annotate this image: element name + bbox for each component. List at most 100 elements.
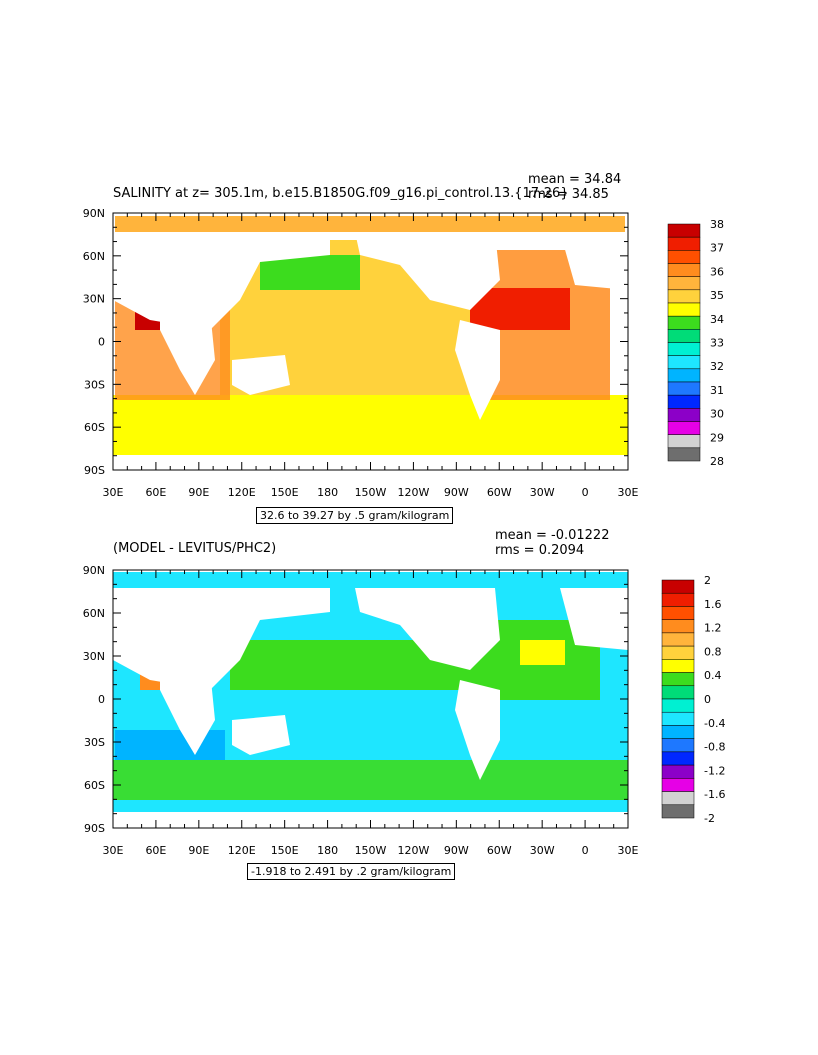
colorbar-label: 33 [710,337,724,350]
colorbar-label: 36 [710,265,724,278]
x-tick-label: 30E [618,486,639,499]
y-tick-label: 30N [83,293,105,306]
y-tick-label: 60S [84,779,105,792]
colorbar-swatch [661,764,695,779]
ocean-region-southern-ocean [113,760,628,800]
ocean-region-negative-indian [115,730,225,760]
mean-label: mean = -0.01222 [495,528,610,543]
ocean-region-gulfstream [520,640,565,665]
y-tick-label: 30S [84,736,105,749]
colorbar-swatch [661,698,695,713]
colorbar-label: -1.2 [704,764,725,777]
colorbar-swatch [661,738,695,753]
colorbar: 2 1.6 1.2 0.8 0.4 0 -0.4 -0.8 -1.2 -1.6 -2 [661,574,725,825]
continent-africa [160,300,215,395]
x-tick-label: 180 [317,844,338,857]
y-tick-label: 90N [83,207,105,220]
colorbar-label: 30 [710,408,724,421]
y-tick-label: 60S [84,421,105,434]
colorbar-label: -1.6 [704,788,725,801]
x-tick-label: 0 [582,486,589,499]
x-tick-label: 90E [188,844,209,857]
colorbar-swatch [661,672,695,687]
continent-australia [232,355,290,395]
y-tick-label: 90S [84,464,105,477]
mean-label: mean = 34.84 [528,172,622,187]
y-tick-label: 0 [98,693,105,706]
colorbar-label: 29 [710,431,724,444]
contour-range-label: -1.918 to 2.491 by .2 gram/kilogram [247,863,456,880]
colorbar-swatch [661,606,695,620]
colorbar-swatch [661,632,695,647]
colorbar-label: 1.2 [704,622,722,635]
x-tick-label: 90E [188,486,209,499]
colorbar-label: 1.6 [704,598,722,611]
continent-north-america [355,588,500,670]
x-tick-label: 30E [103,486,124,499]
x-tick-label: 120E [228,486,256,499]
colorbar-label: 0.8 [704,645,722,658]
colorbar-swatch [661,778,695,792]
x-tick-label: 90W [444,844,469,857]
colorbar-swatch [661,725,695,739]
plot-frame [112,569,629,829]
x-tick-label: 30E [618,844,639,857]
colorbar-swatch [661,804,695,819]
x-tick-label: 30W [530,486,555,499]
colorbar-label: 0 [704,693,711,706]
colorbar-swatch [661,619,695,634]
x-tick-label: 0 [582,844,589,857]
colorbar-label: 32 [710,360,724,373]
x-tick-label: 60E [145,844,166,857]
x-tick-label: 30W [530,844,555,857]
x-tick-label: 180 [317,486,338,499]
x-tick-labels: 30E 60E 90E 120E 150E 180 150W 120W 90W 60W 30W 0 30… [103,486,639,499]
colorbar-swatch [661,711,695,726]
plot-frame [112,212,629,471]
x-tick-label: 60W [487,486,512,499]
colorbar-swatch [661,579,695,594]
colorbar-label: 34 [710,313,724,326]
colorbar-label: 38 [710,218,724,231]
colorbar-label: 31 [710,384,724,397]
x-tick-label: 150E [271,844,299,857]
colorbar-label: 35 [710,289,724,302]
x-tick-label: 90W [444,486,469,499]
colorbar-swatch [661,791,695,806]
ocean-region-southern [113,395,628,455]
y-tick-label: 30S [84,378,105,391]
x-tick-label: 120E [228,844,256,857]
ocean-region-north-pacific [260,255,360,290]
y-tick-label: 60N [83,607,105,620]
continent-africa [160,660,215,755]
x-tick-label: 150W [355,844,387,857]
continent-south-america [455,320,500,420]
colorbar-swatch [661,592,695,607]
colorbar-label: 2 [704,574,711,587]
colorbar-label: -2 [704,812,715,825]
y-tick-labels: 90N 60N 30N 0 30S 60S 90S [83,207,105,477]
rms-label: rms = 0.2094 [495,543,585,558]
y-tick-label: 90S [84,822,105,835]
continent-south-america [455,680,500,780]
x-tick-label: 60E [145,486,166,499]
y-tick-label: 0 [98,336,105,349]
colorbar-swatch [661,685,695,700]
continent-europe [560,588,628,650]
salinity-map: 30E 60E 90E 120E 150E 180 150W 120W 90W 60W 30W 0 30… [83,207,724,499]
x-tick-label: 150W [355,486,387,499]
y-tick-label: 90N [83,564,105,577]
y-tick-labels: 90N 60N 30N 0 30S 60S 90S [83,564,105,835]
colorbar-swatch [661,659,695,673]
continent-australia [232,715,290,755]
x-tick-label: 150E [271,486,299,499]
colorbar-swatch [667,447,701,462]
colorbar-label: -0.8 [704,741,725,754]
x-tick-labels: 30E 60E 90E 120E 150E 180 150W 120W 90W 60W 30W 0 30… [103,844,639,857]
y-tick-label: 60N [83,250,105,263]
colorbar-label: 37 [710,242,724,255]
colorbar-swatch [661,645,695,660]
chart-title: SALINITY at z= 305.1m, b.e15.B1850G.f09_… [113,186,569,201]
chart-title: (MODEL - LEVITUS/PHC2) [113,541,277,556]
